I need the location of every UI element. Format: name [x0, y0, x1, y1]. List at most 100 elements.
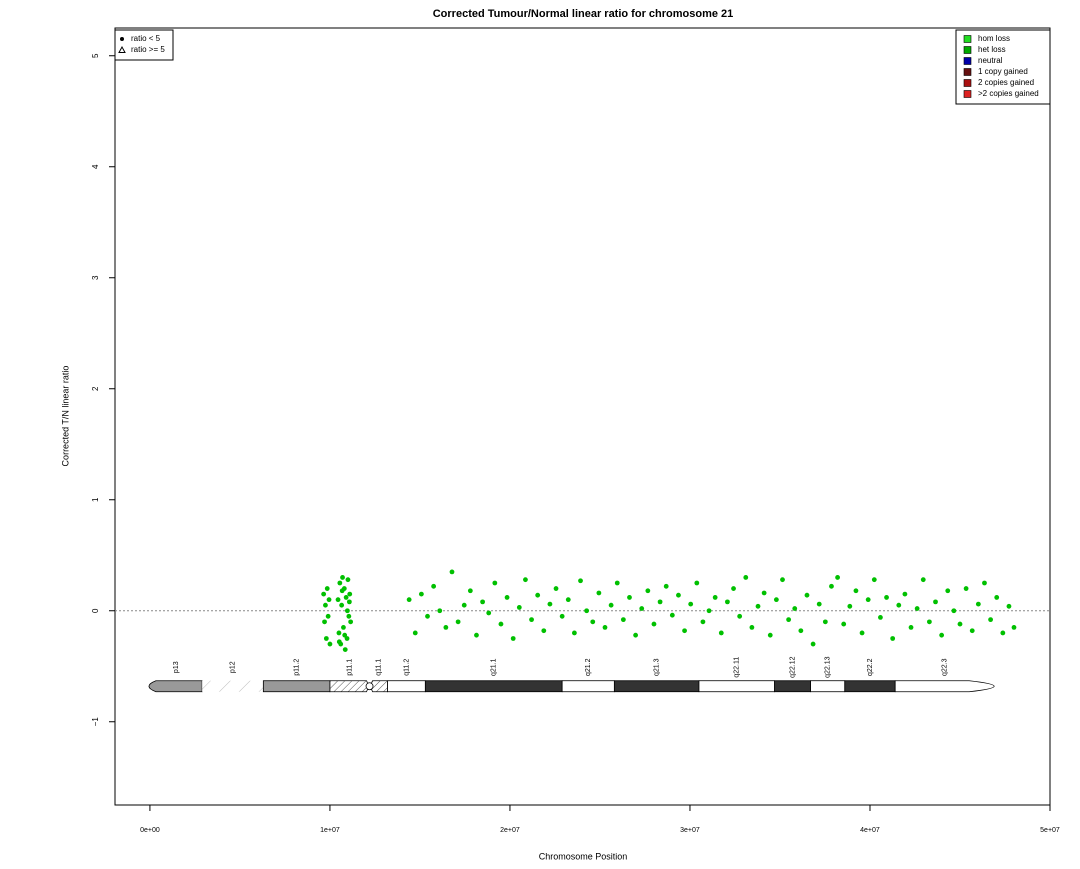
point	[773, 597, 779, 603]
x-tick-label: 4e+07	[860, 827, 880, 834]
point	[322, 619, 327, 625]
point	[749, 625, 755, 630]
band-label: q21.2	[585, 658, 592, 676]
point	[731, 586, 736, 591]
point	[688, 601, 694, 607]
point	[969, 628, 975, 634]
point	[326, 597, 332, 603]
band-label: q22.12	[789, 656, 796, 678]
x-axis-label: Chromosome Position	[539, 851, 628, 861]
band-label: p13	[173, 661, 180, 673]
point	[822, 619, 828, 625]
band-label: q21.1	[491, 658, 498, 676]
band-label: p11.1	[347, 659, 354, 676]
point	[743, 575, 749, 580]
point	[1000, 630, 1006, 636]
point	[871, 577, 877, 583]
band	[424, 680, 563, 693]
point	[523, 577, 528, 583]
point	[737, 613, 743, 619]
point	[1006, 603, 1012, 609]
point	[816, 601, 822, 607]
legend-box	[955, 29, 1051, 105]
point	[406, 597, 412, 603]
x-tick-label: 0e+00	[140, 827, 160, 834]
point	[896, 602, 902, 608]
point	[712, 595, 718, 600]
band	[202, 680, 264, 692]
legend-swatch	[963, 90, 972, 98]
point	[559, 613, 565, 619]
y-tick-label: 3	[91, 275, 100, 280]
point	[694, 580, 700, 586]
point	[755, 603, 761, 609]
band	[387, 680, 426, 693]
legend-label: hom loss	[978, 34, 1010, 43]
point	[340, 575, 345, 580]
point	[347, 591, 353, 597]
point	[553, 586, 559, 591]
point	[988, 617, 993, 623]
point	[792, 606, 798, 611]
point	[327, 641, 333, 647]
band-label: p11.2	[293, 659, 300, 676]
band-label: q22.11	[734, 657, 741, 678]
point	[486, 610, 492, 616]
point	[345, 577, 351, 583]
point	[547, 601, 553, 607]
point	[541, 628, 547, 634]
point	[425, 613, 430, 619]
point	[449, 569, 455, 575]
point	[841, 621, 847, 627]
point	[829, 583, 834, 589]
x-tick-label: 2e+07	[500, 827, 520, 834]
point	[706, 608, 712, 614]
point	[651, 621, 657, 627]
point	[336, 630, 342, 636]
band-label: q11.1	[375, 659, 382, 676]
point	[859, 630, 865, 636]
point	[324, 586, 330, 591]
band	[370, 680, 388, 693]
point	[939, 632, 945, 638]
legend-swatch	[963, 68, 972, 76]
band-label: q21.3	[654, 658, 661, 676]
point	[798, 628, 804, 634]
point	[412, 630, 418, 636]
band	[810, 680, 846, 693]
point	[578, 578, 583, 584]
x-tick-label: 1e+07	[320, 827, 340, 834]
point	[467, 588, 473, 594]
point	[342, 632, 348, 638]
y-tick-label: 2	[91, 386, 100, 391]
point	[835, 575, 840, 580]
point	[596, 590, 602, 596]
point	[571, 630, 577, 636]
legend-swatch	[963, 46, 972, 54]
point	[535, 592, 541, 598]
point	[926, 619, 932, 625]
point	[682, 628, 687, 634]
point	[510, 636, 516, 641]
point	[994, 595, 1000, 600]
point	[663, 583, 669, 589]
chart-title: Corrected Tumour/Normal linear ratio for…	[433, 8, 734, 20]
band	[329, 680, 369, 693]
point	[418, 591, 424, 597]
y-tick-label: 5	[91, 53, 100, 58]
point	[1011, 625, 1017, 630]
centromere	[365, 682, 374, 691]
point	[337, 580, 343, 586]
point	[669, 612, 675, 618]
point	[767, 632, 773, 638]
band	[698, 680, 775, 693]
point	[346, 599, 352, 605]
point	[884, 595, 889, 600]
point	[725, 599, 730, 605]
point	[657, 599, 663, 605]
legend-label: ratio < 5	[131, 34, 161, 43]
legend-swatch	[963, 35, 972, 43]
point	[614, 580, 620, 586]
point	[584, 608, 590, 614]
